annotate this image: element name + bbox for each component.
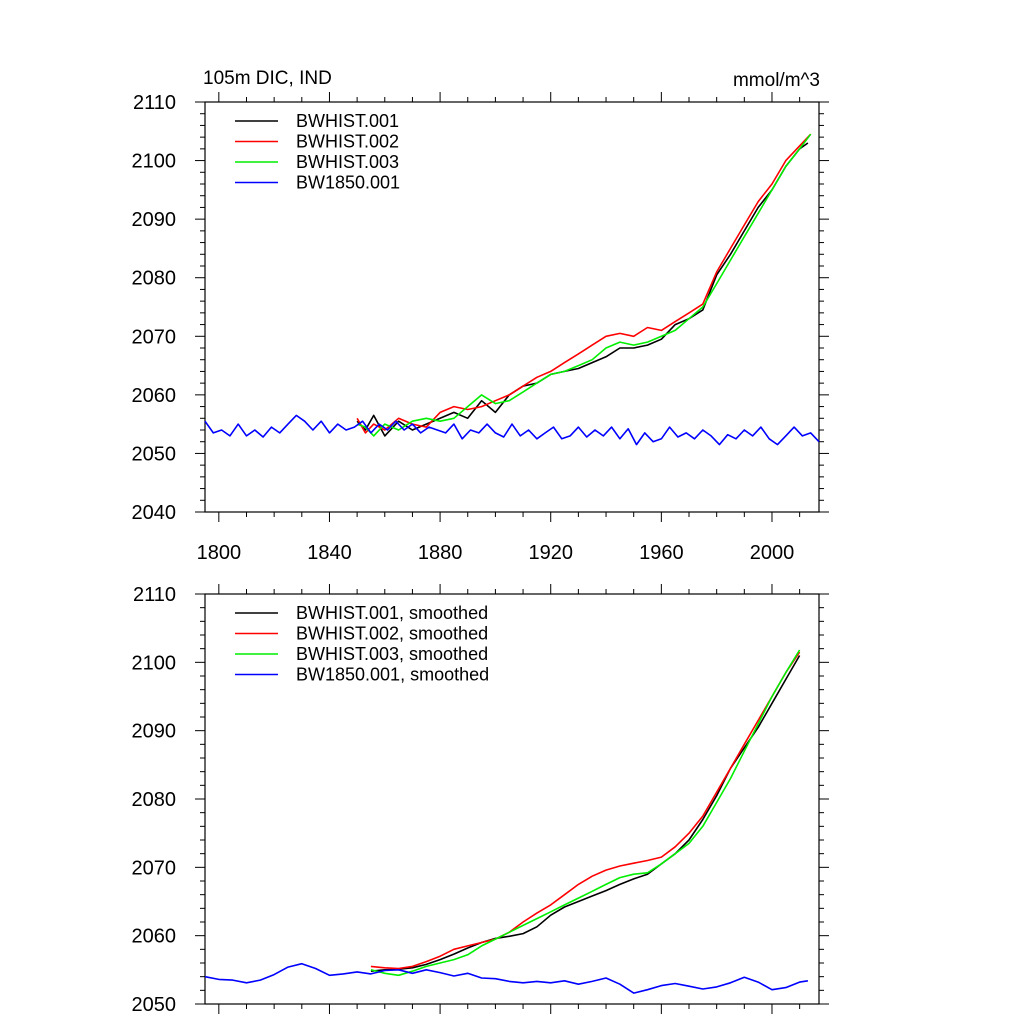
axis-ticks-top — [195, 92, 829, 522]
series-line-bwhist-002 — [356, 133, 812, 434]
chart-title-left: 105m DIC, IND — [203, 68, 332, 89]
series-lines-bottom — [204, 649, 809, 994]
legend-label: BWHIST.002 — [296, 132, 399, 152]
y-tick-label: 2050 — [132, 443, 177, 465]
series-line-bwhist-001 — [356, 142, 809, 437]
series-line-bwhist-002-smoothed — [370, 651, 801, 970]
y-tick-label: 2100 — [132, 652, 177, 674]
legend-label: BW1850.001 — [296, 173, 400, 193]
y-tick-label: 2100 — [132, 151, 177, 173]
x-tick-label: 2000 — [750, 542, 795, 564]
legend-label: BW1850.001, smoothed — [296, 665, 489, 685]
y-tick-labels-bottom: 2050 2060 2070 2080 2090 2100 2110 — [132, 584, 177, 1016]
y-tick-label: 2110 — [133, 92, 176, 114]
legend-label: BWHIST.001, smoothed — [296, 603, 488, 623]
y-tick-label: 2060 — [132, 926, 177, 948]
x-tick-label: 1960 — [639, 542, 684, 564]
y-tick-label: 2050 — [132, 994, 177, 1016]
y-tick-label: 2110 — [133, 584, 176, 606]
y-tick-label: 2080 — [132, 268, 177, 290]
y-tick-label: 2070 — [132, 857, 177, 879]
series-line-bwhist-001-smoothed — [370, 655, 801, 972]
x-tick-labels-top: 1800 1840 1880 1920 1960 2000 — [197, 542, 795, 564]
legend-label: BWHIST.003, smoothed — [296, 644, 488, 664]
y-tick-label: 2090 — [132, 721, 177, 743]
series-line-bwhist-003 — [356, 133, 812, 437]
legend-label: BWHIST.003 — [296, 152, 399, 172]
panel-top: 105m DIC, IND mmol/m^3 20402050206020702… — [132, 68, 829, 564]
y-tick-label: 2040 — [132, 502, 177, 524]
legend-label: BWHIST.001 — [296, 111, 399, 131]
y-tick-labels-top: 2040 2050 2060 2070 2080 2090 2100 2110 — [132, 92, 177, 524]
series-lines-top — [204, 133, 820, 446]
y-tick-label: 2060 — [132, 385, 177, 407]
panel-bottom: 2050 2060 2070 2080 2090 2100 2110 BWHIST.001,… — [132, 584, 829, 1016]
series-line-bw1850-001-smoothed — [204, 962, 809, 994]
y-tick-label: 2090 — [132, 209, 177, 231]
x-tick-label: 1920 — [528, 542, 573, 564]
x-tick-label: 1880 — [418, 542, 463, 564]
y-tick-label: 2080 — [132, 789, 177, 811]
series-line-bwhist-003-smoothed — [370, 649, 801, 977]
legend-label: BWHIST.002, smoothed — [296, 624, 488, 644]
plot-frame-top — [204, 101, 820, 513]
axis-ticks-bottom — [195, 584, 829, 1014]
chart-title-right: mmol/m^3 — [733, 70, 820, 91]
series-line-bw1850-001 — [204, 414, 820, 446]
y-tick-label: 2070 — [132, 326, 177, 348]
x-tick-label: 1840 — [307, 542, 352, 564]
x-tick-label: 1800 — [197, 542, 242, 564]
